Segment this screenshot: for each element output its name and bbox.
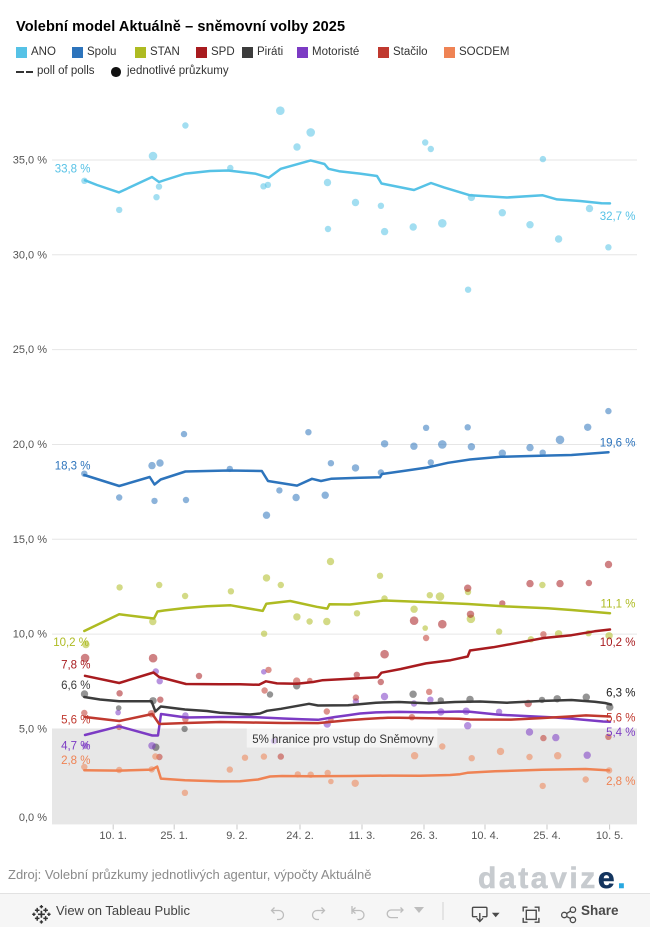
svg-text:2,8 %: 2,8 % [606,776,635,788]
svg-text:5,6 %: 5,6 % [61,715,90,727]
svg-text:9. 2.: 9. 2. [226,830,247,842]
svg-text:5,4 %: 5,4 % [606,727,635,739]
svg-text:32,7 %: 32,7 % [600,211,636,223]
svg-text:10. 5.: 10. 5. [596,830,624,842]
svg-text:0,0 %: 0,0 % [19,812,47,824]
svg-text:10,2 %: 10,2 % [53,637,89,649]
svg-text:20,0 %: 20,0 % [13,439,47,451]
svg-text:15,0 %: 15,0 % [13,534,47,546]
svg-text:5,0 %: 5,0 % [19,724,47,736]
svg-text:30,0 %: 30,0 % [13,249,47,261]
svg-text:6,3 %: 6,3 % [606,688,635,700]
svg-text:33,8 %: 33,8 % [55,164,91,176]
svg-text:25,0 %: 25,0 % [13,344,47,356]
svg-text:5,6 %: 5,6 % [606,712,635,724]
svg-text:19,6 %: 19,6 % [600,438,636,450]
svg-text:24. 2.: 24. 2. [286,830,314,842]
svg-text:35,0 %: 35,0 % [13,155,47,167]
svg-text:10. 1.: 10. 1. [99,830,127,842]
svg-text:10,2 %: 10,2 % [600,637,636,649]
svg-text:25. 1.: 25. 1. [160,830,188,842]
svg-text:11. 3.: 11. 3. [349,830,376,842]
svg-text:26. 3.: 26. 3. [410,830,438,842]
svg-text:6,6 %: 6,6 % [61,680,90,692]
svg-text:7,8 %: 7,8 % [61,660,90,672]
svg-text:10,0 %: 10,0 % [13,629,47,641]
svg-text:18,3 %: 18,3 % [55,461,91,473]
svg-text:10. 4.: 10. 4. [471,830,499,842]
svg-text:5% hranice pro vstup do Sněmov: 5% hranice pro vstup do Sněmovny [252,734,434,746]
svg-text:11,1 %: 11,1 % [601,598,636,610]
svg-text:25. 4.: 25. 4. [533,830,561,842]
